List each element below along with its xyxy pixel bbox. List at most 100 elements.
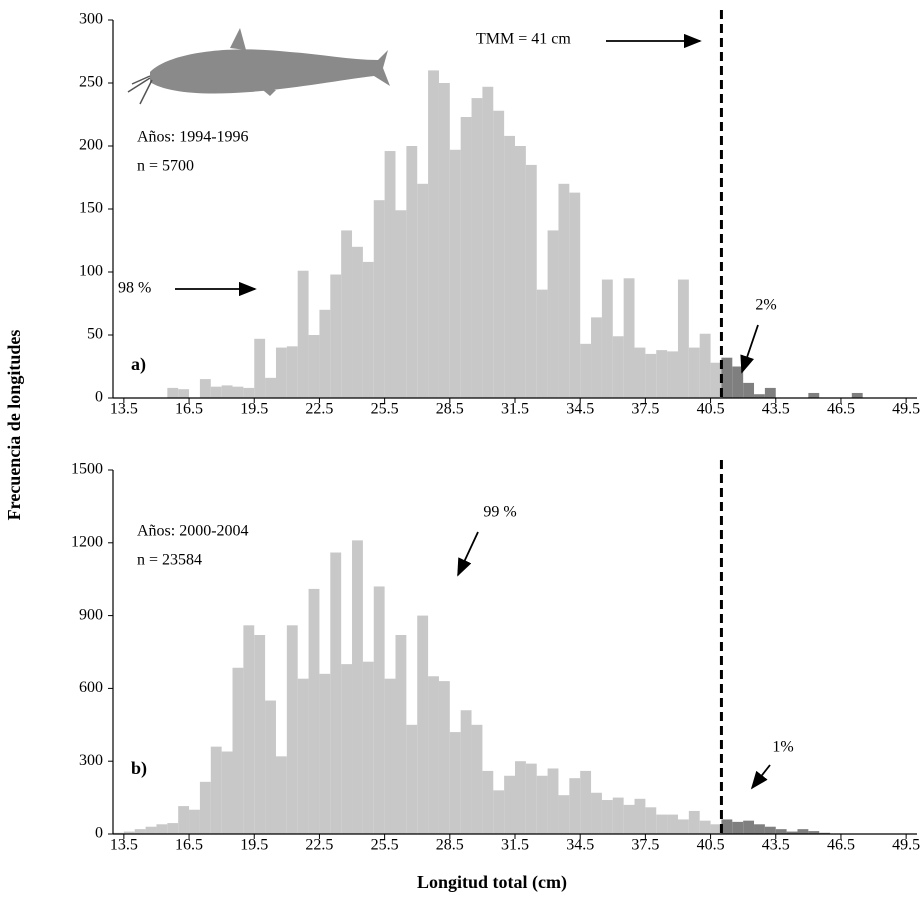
bar	[612, 336, 624, 398]
annotation: n = 23584	[137, 552, 202, 569]
bar	[352, 246, 363, 398]
x-tick-label: 16.5	[175, 401, 203, 418]
bar	[786, 831, 798, 834]
bar	[623, 278, 635, 398]
x-tick-label: 22.5	[305, 837, 333, 854]
bar	[699, 333, 711, 398]
bar	[471, 98, 483, 399]
bar	[601, 279, 613, 398]
x-tick-label: 40.5	[697, 401, 725, 418]
x-tick-label: 49.5	[892, 837, 920, 854]
bar	[286, 346, 298, 398]
annotation: 99 %	[483, 504, 516, 521]
bar	[525, 164, 537, 398]
x-axis-label: Longitud total (cm)	[417, 872, 567, 893]
x-tick-label: 43.5	[762, 401, 790, 418]
annotation: TMM = 41 cm	[476, 31, 571, 48]
y-tick-label: 900	[79, 606, 103, 623]
bar	[373, 586, 385, 834]
bar	[308, 588, 320, 834]
bar	[482, 86, 494, 398]
bar	[656, 814, 668, 834]
bar	[688, 347, 700, 398]
bar	[710, 362, 722, 398]
y-tick-label: 250	[79, 74, 103, 91]
x-tick-label: 13.5	[110, 401, 138, 418]
annotation: b)	[131, 758, 147, 779]
bar	[558, 183, 570, 398]
bar	[493, 790, 505, 834]
annotation: Años: 1994-1996	[137, 129, 249, 146]
bar	[515, 146, 526, 398]
annotation: a)	[131, 354, 146, 375]
bar	[373, 200, 385, 398]
bar	[634, 798, 646, 834]
x-tick-label: 19.5	[240, 837, 268, 854]
x-tick-label: 31.5	[501, 401, 529, 418]
bar	[210, 386, 222, 398]
bar	[775, 829, 787, 834]
y-tick-label: 0	[95, 389, 103, 406]
bar	[732, 821, 744, 834]
bar	[265, 377, 276, 398]
x-tick-label: 37.5	[631, 837, 659, 854]
y-tick-label: 600	[79, 679, 103, 696]
bar	[123, 831, 135, 834]
bar	[601, 800, 613, 834]
arrow	[457, 531, 479, 577]
bar	[612, 797, 624, 834]
bar	[189, 809, 200, 834]
bar	[764, 387, 776, 398]
bar	[254, 635, 266, 834]
bar	[504, 135, 515, 399]
y-tick-label: 300	[79, 11, 103, 28]
bar	[362, 661, 374, 834]
bar	[406, 724, 418, 834]
bar	[591, 317, 602, 398]
x-tick-label: 34.5	[566, 837, 594, 854]
bar	[645, 807, 657, 834]
bar	[460, 117, 472, 399]
x-tick-label: 40.5	[697, 837, 725, 854]
bar	[591, 792, 602, 834]
x-tick-label: 25.5	[371, 837, 399, 854]
bar	[667, 814, 678, 834]
bar	[362, 261, 374, 398]
bar	[221, 385, 233, 398]
bar	[515, 761, 526, 834]
bar	[178, 806, 190, 834]
y-tick-label: 1200	[71, 533, 103, 550]
x-tick-label: 49.5	[892, 401, 920, 418]
bar	[275, 347, 287, 398]
y-tick-label: 100	[79, 263, 103, 280]
bar	[308, 335, 320, 398]
bar	[232, 386, 244, 398]
x-tick-label: 19.5	[240, 401, 268, 418]
bar	[352, 540, 363, 834]
bar	[536, 289, 548, 398]
bar	[178, 389, 190, 398]
bar	[243, 625, 255, 834]
bar	[199, 379, 211, 398]
bar	[743, 820, 755, 834]
bar	[330, 274, 342, 398]
bar	[395, 635, 407, 834]
bar	[221, 751, 233, 834]
bar	[710, 824, 722, 834]
bar	[417, 615, 429, 834]
fish-illustration	[127, 28, 390, 105]
bar	[438, 681, 450, 834]
y-tick-label: 150	[79, 200, 103, 217]
x-tick-label: 13.5	[110, 837, 138, 854]
bar	[677, 279, 689, 398]
y-tick-label: 50	[87, 326, 103, 343]
x-tick-label: 43.5	[762, 837, 790, 854]
bar	[721, 357, 733, 398]
bar	[645, 353, 657, 398]
bar	[536, 775, 548, 834]
bar	[667, 351, 678, 398]
bar	[438, 83, 450, 398]
bar	[319, 673, 331, 834]
x-tick-label: 25.5	[371, 401, 399, 418]
